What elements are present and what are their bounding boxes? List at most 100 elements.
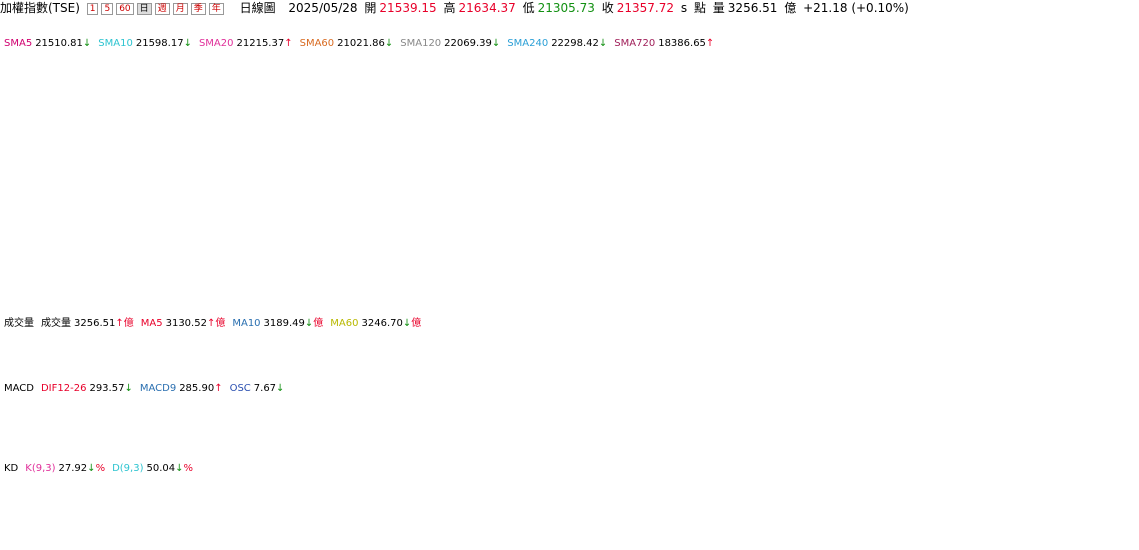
candle-body xyxy=(110,77,121,82)
price-tick-label: 19000 xyxy=(1098,231,1130,242)
volume-bar xyxy=(278,332,289,377)
volume-bar xyxy=(201,335,212,377)
volume-bar xyxy=(1055,340,1066,377)
volume-bar xyxy=(745,344,756,377)
macd-osc-bar xyxy=(667,419,678,427)
candle-body xyxy=(1056,145,1066,152)
period-button-6[interactable]: 季 xyxy=(190,3,206,15)
period-button-0[interactable]: 1 xyxy=(86,3,99,15)
candle-body xyxy=(214,70,224,78)
kd-overbought-fill xyxy=(808,467,822,473)
macd-osc-bar xyxy=(732,413,743,420)
ma-legend-arrow-icon-0: ↓ xyxy=(82,38,92,49)
candle-body xyxy=(551,162,561,166)
macd-osc-bar xyxy=(654,419,665,430)
volume-value: 3256.51 xyxy=(727,1,778,15)
macd-osc-bar xyxy=(58,419,69,421)
kd-overbought-fill xyxy=(899,471,913,473)
period-button-4[interactable]: 週 xyxy=(154,3,170,15)
macd-tick-label: 0 xyxy=(1098,415,1104,426)
index-title: 加權指數(TSE) xyxy=(0,1,80,15)
candle-body xyxy=(1017,138,1027,143)
macd-osc-bar xyxy=(1068,415,1079,420)
macd-osc-bar xyxy=(32,419,43,422)
macd-osc-bar xyxy=(253,419,264,426)
period-button-2[interactable]: 60 xyxy=(116,3,134,15)
annotation-arrow xyxy=(842,155,943,299)
period-button-5[interactable]: 月 xyxy=(172,3,188,15)
volume-label: 量 xyxy=(712,1,725,15)
volume-title: 成交量 xyxy=(4,318,34,329)
candle-body xyxy=(874,171,885,180)
unit-label: 點 xyxy=(693,1,706,15)
ma-legend-arrow-icon-6: ↑ xyxy=(705,38,715,49)
macd-osc-bar xyxy=(680,419,691,423)
volume-bar xyxy=(667,321,678,377)
macd-osc-bar xyxy=(589,419,600,448)
ma-legend-name-6: SMA720 xyxy=(614,38,656,49)
macd-osc-bar xyxy=(525,419,535,425)
close-label: 收 xyxy=(601,1,614,15)
candle-body xyxy=(162,80,173,85)
kd-legend-value-0: 27.92 xyxy=(58,463,88,474)
candle-body xyxy=(810,173,820,187)
candle-body xyxy=(447,120,458,132)
macd-osc-bar xyxy=(162,419,173,423)
macd-osc-bar xyxy=(1043,412,1053,420)
ma-legend-value-1: 21598.17 xyxy=(135,38,184,49)
volume-bar xyxy=(123,341,134,377)
candle-body xyxy=(343,99,354,104)
macd-osc-bar xyxy=(45,419,56,421)
volume-bar xyxy=(952,335,963,377)
macd-osc-bar xyxy=(1004,407,1015,420)
vol-legend-value-1: 3130.52 xyxy=(165,318,207,329)
vol-legend-item-0: 成交量 3256.51↑億 xyxy=(41,318,134,329)
volume-bar xyxy=(317,330,328,377)
macd-osc-bar xyxy=(563,419,574,439)
candle-body xyxy=(460,119,470,122)
macd-osc-bar xyxy=(395,419,406,431)
price-panel-frame xyxy=(3,33,1098,314)
candle-body xyxy=(382,115,393,129)
volume-bar xyxy=(421,337,432,377)
x-tick-label: 2025/01/20 xyxy=(12,530,70,541)
volume-bar xyxy=(1030,339,1041,377)
macd-osc-bar xyxy=(7,419,17,421)
macd-legend: MACD DIF12-26 293.57↓ MACD9 285.90↑ OSC 7.67↓ xyxy=(4,382,291,395)
ma-legend-item-4: SMA120 22069.39↓ xyxy=(400,38,500,49)
period-button-7[interactable]: 年 xyxy=(208,3,224,15)
ma-legend-value-4: 22069.39 xyxy=(444,38,492,49)
candle-body xyxy=(59,98,69,103)
vol-legend-item-3: MA60 3246.70↓億 xyxy=(330,318,421,329)
candle-body xyxy=(279,84,289,87)
macd-osc-bar xyxy=(84,419,95,421)
volume-bar xyxy=(693,338,704,377)
volume-bar xyxy=(19,335,30,377)
macd-osc-bar xyxy=(343,419,354,434)
ma-line-sma720 xyxy=(11,255,1087,274)
volume-bar xyxy=(395,334,406,377)
macd-osc-bar xyxy=(330,419,341,434)
macd-legend-value-2: 7.67 xyxy=(253,383,277,394)
macd-osc-bar xyxy=(19,419,30,421)
candle-body xyxy=(926,138,937,145)
macd-osc-bar xyxy=(809,397,820,420)
volume-bar xyxy=(97,335,108,377)
volume-bar xyxy=(680,334,691,377)
macd-osc-bar xyxy=(382,419,393,432)
volume-bar xyxy=(874,341,885,377)
candle-body xyxy=(887,162,898,173)
period-button-3[interactable]: 日 xyxy=(136,3,152,15)
kd-overbought-fill xyxy=(976,469,990,473)
macd-legend-item-2: OSC 7.67↓ xyxy=(230,383,285,394)
candle-body xyxy=(318,106,328,116)
candle-body xyxy=(7,81,17,85)
candle-body xyxy=(732,210,742,223)
kd-tick-label: 50 xyxy=(1098,485,1111,496)
low-value: 21305.73 xyxy=(537,1,595,15)
vol-legend-value-0: 3256.51 xyxy=(74,318,116,329)
volume-bar xyxy=(45,333,56,377)
macd-legend-value-1: 285.90 xyxy=(179,383,215,394)
period-button-1[interactable]: 5 xyxy=(101,3,114,15)
quote-date: 2025/05/28 xyxy=(288,1,358,15)
